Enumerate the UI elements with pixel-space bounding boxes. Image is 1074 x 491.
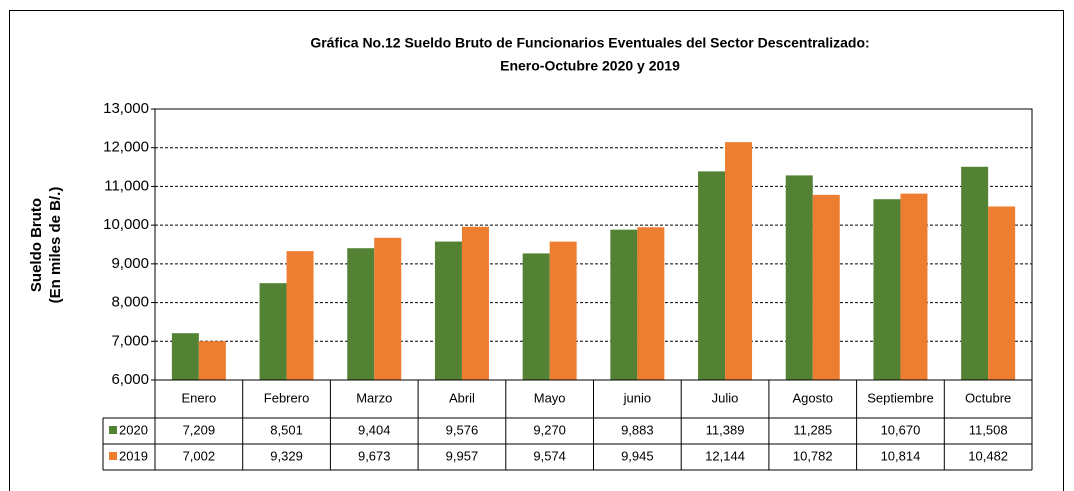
x-tick-label: Abril (449, 390, 475, 405)
table-value: 9,957 (446, 448, 479, 463)
bar (374, 237, 402, 380)
bar (549, 241, 577, 380)
legend-label: 2019 (119, 448, 148, 463)
table-value: 9,404 (358, 422, 391, 437)
x-tick-label: Septiembre (867, 390, 933, 405)
bar (698, 171, 726, 380)
table-value: 11,508 (969, 422, 1008, 437)
y-tick-label: 10,000 (103, 216, 149, 233)
table-value: 9,270 (533, 422, 566, 437)
bar (259, 283, 287, 380)
bar (637, 227, 665, 380)
y-tick-label: 7,000 (111, 332, 149, 349)
legend-swatch (109, 426, 117, 434)
x-tick-label: Marzo (356, 390, 392, 405)
table-value: 10,814 (881, 448, 921, 463)
y-tick-label: 12,000 (103, 139, 149, 156)
bar (873, 199, 901, 380)
y-axis-label: (En miles de B/.) (47, 187, 64, 304)
x-tick-label: Enero (181, 390, 216, 405)
table-value: 7,209 (183, 422, 216, 437)
table-value: 9,673 (358, 448, 391, 463)
bar (347, 248, 375, 380)
table-value: 11,389 (706, 422, 745, 437)
table-value: 9,574 (533, 448, 566, 463)
y-tick-label: 8,000 (111, 294, 149, 311)
table-value: 10,670 (881, 422, 921, 437)
x-tick-label: Octubre (965, 390, 1011, 405)
bar (900, 193, 928, 380)
chart-title: Gráfica No.12 Sueldo Bruto de Funcionari… (310, 35, 869, 51)
bar (988, 206, 1016, 380)
bar (286, 251, 314, 380)
legend-label: 2020 (119, 422, 148, 437)
table-value: 11,285 (793, 422, 832, 437)
table-value: 9,329 (270, 448, 303, 463)
y-tick-label: 6,000 (111, 371, 149, 388)
bar (961, 166, 989, 380)
bar (198, 341, 226, 380)
legend-swatch (109, 452, 117, 460)
table-value: 9,576 (446, 422, 479, 437)
chart-border (9, 10, 1064, 491)
bar (610, 229, 638, 380)
x-tick-label: Agosto (793, 390, 833, 405)
x-tick-label: junio (623, 390, 651, 405)
table-value: 10,482 (968, 448, 1008, 463)
table-value: 9,945 (621, 448, 654, 463)
x-tick-label: Febrero (264, 390, 310, 405)
x-tick-label: Julio (712, 390, 739, 405)
table-value: 7,002 (183, 448, 216, 463)
x-tick-label: Mayo (534, 390, 566, 405)
chart-subtitle: Enero-Octubre 2020 y 2019 (500, 58, 680, 74)
table-value: 10,782 (793, 448, 833, 463)
bar (522, 253, 550, 380)
bar (785, 175, 813, 380)
bar (171, 333, 199, 380)
bar (725, 142, 753, 380)
table-value: 9,883 (621, 422, 654, 437)
table-value: 8,501 (270, 422, 303, 437)
y-tick-label: 9,000 (111, 255, 149, 272)
bar (434, 241, 462, 380)
y-tick-label: 13,000 (103, 100, 149, 117)
y-tick-label: 11,000 (104, 177, 149, 194)
table-value: 12,144 (705, 448, 745, 463)
bar (461, 226, 489, 380)
bar (812, 194, 840, 380)
y-axis-label: Sueldo Bruto (28, 198, 45, 292)
